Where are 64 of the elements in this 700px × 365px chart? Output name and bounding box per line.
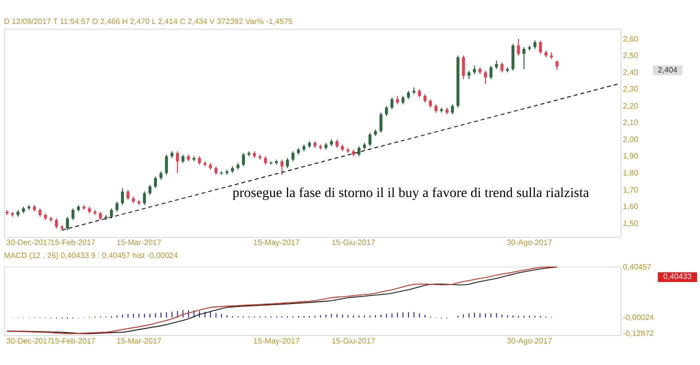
y-tick-label: 1,60 xyxy=(622,202,639,212)
candlestick xyxy=(71,208,74,221)
candlestick xyxy=(450,104,454,115)
x-tick-label: 30-Ago-2017 xyxy=(506,336,552,346)
y-tick-label: 2,50 xyxy=(622,51,639,60)
candlestick xyxy=(462,55,465,80)
candlestick xyxy=(489,65,492,80)
candlestick xyxy=(148,184,152,196)
candlestick xyxy=(511,43,514,72)
x-tick-label: 15-Mar-2017 xyxy=(116,238,162,248)
y-tick-label: 2,40 xyxy=(622,68,639,77)
candlestick xyxy=(291,150,294,162)
x-tick-label: 15-May-2017 xyxy=(253,336,300,346)
candlestick xyxy=(242,152,245,167)
candlestick xyxy=(115,201,118,212)
annotation: prosegue la fase di storno il il buy a favore di trend sulla rialzista xyxy=(232,185,590,200)
candlestick xyxy=(126,189,130,200)
candlestick xyxy=(164,154,168,176)
line-series xyxy=(6,266,558,334)
candlestick xyxy=(538,40,542,54)
candlestick xyxy=(379,112,382,134)
text: 0,40433 xyxy=(663,272,692,282)
candlestick xyxy=(516,38,520,56)
x-tick-label: 15-Giu-2017 xyxy=(332,336,376,346)
candlestick xyxy=(154,176,157,189)
candlestick xyxy=(176,150,179,174)
y-tick-label: 1,90 xyxy=(622,152,639,161)
candlestick xyxy=(384,105,388,116)
x-tick-label: 15-Feb-2017 xyxy=(50,238,96,248)
y-tick-label: 2,10 xyxy=(622,118,639,128)
x-tick-label: 30-Dec-2017 xyxy=(6,238,52,248)
y-tick-label: -0,00024 xyxy=(622,313,655,322)
y-tick-label: 0,40457 xyxy=(622,262,652,272)
y-tick-label: 1,50 xyxy=(622,218,639,228)
x-tick-label: 15-May-2017 xyxy=(253,238,300,248)
x-tick-label: 15-Giu-2017 xyxy=(332,238,376,248)
candlestick xyxy=(390,97,394,110)
candlestick xyxy=(110,208,113,219)
candlestick xyxy=(286,157,289,169)
candlestick xyxy=(500,62,504,73)
candlestick xyxy=(280,159,284,176)
x-tick-label: 15-Feb-2017 xyxy=(50,336,96,346)
y-tick-label: -0,12872 xyxy=(622,329,654,338)
y-tick-label: 2,20 xyxy=(622,101,639,110)
y-tick-label: 2,00 xyxy=(622,134,639,144)
y-tick-label: 2,60 xyxy=(622,34,639,44)
text: 2,404 xyxy=(658,65,678,74)
candlestick xyxy=(54,218,58,229)
candlestick xyxy=(484,70,487,85)
x-tick-label: 30-Dec-2017 xyxy=(6,336,52,346)
y-tick-label: 1,80 xyxy=(622,168,639,178)
x-tick-label: 15-Mar-2017 xyxy=(116,336,162,346)
candlestick xyxy=(142,191,146,206)
candlestick xyxy=(368,132,372,147)
candlestick xyxy=(555,60,558,71)
candlestick xyxy=(66,216,69,231)
candlestick xyxy=(522,46,526,70)
text: D 12/09/2017 T 11:54:57 O 2,466 H 2,470 L 2,414 C 2,434 V 372392 Var% -1,4575 xyxy=(4,16,294,26)
y-tick-label: 1,70 xyxy=(622,185,639,194)
candlestick xyxy=(357,146,360,157)
candlestick xyxy=(120,188,124,206)
chart-title: MACD (12 , 26) 0,40433 9 : 0,40457 hist -0,00024 xyxy=(4,251,179,260)
y-tick-label: 2,30 xyxy=(622,84,639,94)
x-tick-label: 30-Ago-2017 xyxy=(506,238,552,248)
